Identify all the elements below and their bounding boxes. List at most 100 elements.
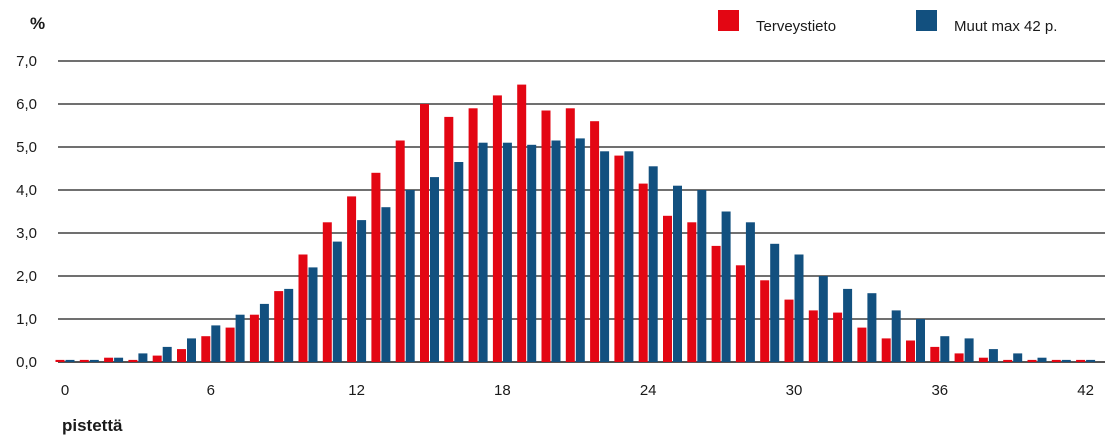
bar-terveystieto-8: [249, 314, 259, 362]
bar-muut-8: [259, 303, 269, 362]
bar-terveystieto-17: [468, 108, 478, 362]
bar-terveystieto-3: [128, 359, 138, 362]
bar-terveystieto-29: [760, 280, 770, 362]
bar-terveystieto-4: [152, 355, 162, 362]
bar-terveystieto-2: [104, 357, 114, 362]
bar-terveystieto-37: [954, 353, 964, 362]
bar-muut-13: [381, 207, 391, 362]
legend-swatch-terveystieto: [718, 10, 739, 31]
bar-muut-28: [745, 222, 755, 363]
bar-muut-18: [502, 142, 512, 362]
bar-muut-24: [648, 166, 658, 362]
bar-muut-16: [454, 162, 464, 362]
x-tick-label: 42: [1077, 382, 1094, 399]
bar-terveystieto-26: [687, 222, 697, 363]
bar-muut-30: [794, 254, 804, 362]
bar-terveystieto-32: [833, 312, 843, 362]
bar-muut-2: [114, 357, 124, 362]
bar-muut-4: [162, 346, 172, 362]
bar-muut-15: [430, 177, 439, 362]
bar-terveystieto-36: [930, 346, 940, 362]
bar-muut-10: [308, 267, 318, 362]
bar-terveystieto-30: [784, 299, 794, 362]
bar-muut-7: [235, 314, 245, 362]
bar-muut-20: [551, 140, 561, 362]
bar-muut-3: [138, 353, 148, 362]
bar-terveystieto-24: [638, 183, 648, 362]
bar-muut-25: [673, 185, 682, 362]
bar-muut-9: [284, 288, 294, 362]
bar-terveystieto-9: [274, 291, 284, 362]
y-tick-label: 7,0: [16, 53, 37, 70]
bar-terveystieto-6: [201, 336, 211, 362]
bar-terveystieto-5: [177, 349, 186, 362]
bar-terveystieto-15: [420, 104, 429, 362]
legend-swatch-muut: [916, 10, 937, 31]
bar-muut-23: [624, 151, 634, 362]
bar-terveystieto-7: [225, 327, 235, 362]
bar-terveystieto-41: [1051, 359, 1061, 362]
bar-terveystieto-25: [663, 215, 672, 362]
y-tick-label: 3,0: [16, 225, 37, 242]
bar-muut-11: [332, 241, 342, 362]
bar-muut-29: [770, 243, 780, 363]
bar-muut-0: [65, 359, 75, 362]
bar-muut-33: [867, 293, 877, 362]
bar-terveystieto-21: [565, 108, 575, 362]
bar-muut-26: [697, 190, 707, 362]
bar-muut-17: [478, 142, 488, 362]
bar-terveystieto-19: [517, 84, 527, 362]
bar-muut-27: [721, 211, 731, 362]
bar-muut-38: [988, 349, 998, 362]
x-axis-label: pistettä: [62, 416, 123, 435]
bar-terveystieto-34: [881, 338, 891, 362]
bar-muut-31: [818, 276, 828, 362]
legend: Terveystieto Muut max 42 p.: [718, 10, 1057, 35]
y-tick-label: 0,0: [16, 354, 37, 371]
bar-muut-41: [1061, 359, 1071, 362]
x-tick-label: 30: [786, 382, 803, 399]
x-axis-tick-labels: 0 6 12 18 24 30 36 42: [61, 382, 1094, 399]
bar-terveystieto-1: [79, 359, 89, 362]
y-tick-label: 1,0: [16, 311, 37, 328]
y-tick-label: 2,0: [16, 268, 37, 285]
y-tick-label: 6,0: [16, 96, 37, 113]
bar-terveystieto-33: [857, 327, 867, 362]
bar-muut-14: [405, 190, 415, 362]
bar-terveystieto-39: [1003, 359, 1013, 362]
bar-terveystieto-14: [395, 140, 405, 362]
bars: [55, 84, 1096, 363]
bar-terveystieto-42: [1076, 359, 1086, 362]
bar-muut-6: [211, 325, 221, 362]
bar-terveystieto-16: [444, 116, 454, 363]
bar-terveystieto-12: [347, 196, 357, 362]
legend-label-terveystieto: Terveystieto: [756, 18, 836, 35]
bar-terveystieto-35: [906, 340, 915, 362]
bar-terveystieto-38: [978, 357, 988, 362]
bar-muut-34: [891, 310, 901, 362]
bar-muut-21: [575, 138, 585, 362]
y-tick-label: 4,0: [16, 182, 37, 199]
bar-muut-5: [187, 338, 196, 362]
bar-terveystieto-27: [711, 245, 721, 362]
x-tick-label: 24: [640, 382, 657, 399]
bar-muut-40: [1037, 357, 1047, 362]
bar-terveystieto-18: [492, 95, 502, 363]
bar-terveystieto-40: [1027, 359, 1037, 362]
bar-muut-36: [940, 336, 950, 362]
bar-muut-35: [916, 319, 925, 362]
bar-terveystieto-31: [808, 310, 818, 362]
x-tick-label: 12: [348, 382, 365, 399]
bar-muut-32: [843, 288, 853, 362]
bar-muut-22: [600, 151, 610, 362]
bar-terveystieto-20: [541, 110, 551, 362]
x-tick-label: 36: [931, 382, 948, 399]
y-axis-tick-labels: 0,0 1,0 2,0 3,0 4,0 5,0 6,0 7,0: [16, 53, 37, 371]
bar-terveystieto-0: [55, 359, 65, 362]
bar-muut-37: [964, 338, 974, 362]
y-axis-unit-label: %: [30, 14, 45, 33]
bar-muut-39: [1013, 353, 1023, 362]
bar-muut-19: [527, 144, 537, 362]
x-tick-label: 6: [207, 382, 215, 399]
